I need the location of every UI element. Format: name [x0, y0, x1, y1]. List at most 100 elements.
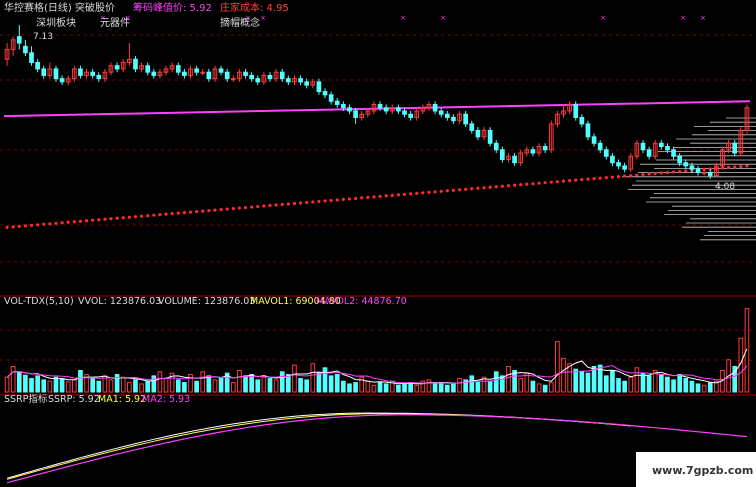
candle: [35, 59, 40, 73]
candle-body: [139, 65, 144, 70]
dealer-cost-dot: [684, 169, 688, 173]
candle: [714, 162, 719, 177]
volume-bar: [744, 308, 750, 393]
dealer-cost-dot: [488, 185, 492, 189]
dealer-cost-dot: [268, 203, 272, 208]
chip-distribution: [622, 117, 756, 241]
candle-body: [555, 113, 560, 125]
candle-body: [603, 149, 609, 157]
candle-body: [212, 68, 218, 80]
vol-indicator-name: VOL-TDX(5,10): [4, 296, 74, 307]
candle: [4, 43, 10, 66]
volume-bar: [481, 376, 487, 393]
ma1-value: MA1: 5.92: [98, 394, 146, 405]
candle: [47, 62, 53, 79]
volume-bar: [707, 382, 713, 393]
grid: [0, 34, 756, 396]
candle-body: [726, 142, 731, 151]
candle-body: [47, 68, 53, 76]
dealer-cost-dot: [629, 173, 633, 178]
candle: [328, 91, 334, 105]
candle: [59, 75, 65, 86]
dealer-cost-dot: [250, 205, 254, 209]
dealer-cost-dot: [623, 174, 627, 178]
signal-marker: ×: [700, 14, 706, 22]
dealer-cost-dot: [54, 221, 58, 225]
candle: [365, 107, 371, 118]
signal-marker: ×: [100, 14, 106, 22]
candle: [481, 127, 487, 141]
signal-marker: ×: [680, 14, 686, 22]
volume-bar: [41, 379, 47, 393]
volume-value: VOLUME: 123876.03: [158, 296, 255, 307]
candle-body: [206, 71, 212, 80]
candle: [683, 159, 689, 170]
volume-bar: [506, 365, 511, 393]
candle: [120, 59, 126, 73]
volume-bar: [512, 369, 517, 393]
dealer-cost-dot: [592, 177, 596, 181]
candle: [493, 140, 499, 153]
candle-body: [383, 107, 389, 112]
candle: [347, 104, 352, 115]
volume-bar: [591, 365, 597, 393]
volume-bar: [78, 369, 83, 393]
dealer-cost-dot: [219, 207, 223, 212]
candle-body: [451, 116, 456, 122]
dealer-cost-dot: [176, 211, 180, 215]
volume-bar: [96, 380, 102, 393]
candle-body: [628, 155, 634, 170]
candle: [261, 72, 267, 86]
volume-bar: [585, 372, 591, 393]
candle: [90, 68, 95, 79]
dealer-cost-dot: [561, 179, 566, 183]
candle-body: [475, 129, 481, 138]
candle-body: [652, 142, 658, 157]
volume-bar: [298, 378, 303, 393]
candle-body: [59, 78, 65, 83]
candle-body: [151, 71, 157, 76]
volume-bar: [652, 369, 658, 393]
volume-bar: [10, 365, 16, 393]
candle-body: [286, 78, 291, 83]
dealer-cost-dot: [201, 209, 205, 213]
volume-bar: [438, 382, 444, 393]
dealer-cost-dot: [555, 180, 559, 184]
volume-bar: [353, 382, 358, 393]
candle-body: [279, 71, 285, 80]
candle: [732, 140, 738, 157]
volume-bar: [365, 380, 371, 393]
tag-components[interactable]: 元器件: [100, 17, 130, 29]
candle-body: [200, 71, 206, 74]
candle: [255, 75, 261, 86]
candle-body: [579, 116, 585, 125]
volume-bar: [139, 383, 144, 393]
low-price-label: 4.08: [715, 182, 735, 192]
candle: [640, 140, 646, 153]
dealer-cost-dot: [512, 183, 517, 187]
candle: [316, 78, 322, 95]
volume-bar: [224, 372, 230, 393]
dealer-cost-dot: [482, 186, 486, 190]
candle-body: [414, 110, 420, 118]
dealer-cost-dot: [433, 190, 437, 194]
dealer-cost-dot: [543, 181, 547, 185]
volume-bar: [536, 383, 542, 393]
tag-shenzhen-board[interactable]: 深圳板块: [36, 16, 76, 29]
candle-body: [683, 162, 689, 167]
candle: [53, 65, 59, 82]
volume-bar: [334, 374, 340, 393]
candle: [463, 110, 468, 128]
volume-bar: [267, 378, 273, 393]
tag-delisting-concept[interactable]: 摘帽概念: [220, 16, 260, 29]
candle: [555, 110, 560, 128]
dealer-cost-dot: [66, 220, 70, 224]
dealer-cost-dot: [243, 205, 248, 210]
candle-body: [249, 74, 254, 80]
volume-bar: [634, 367, 640, 393]
volume-bar: [426, 379, 432, 393]
dealer-cost-dot: [146, 214, 150, 218]
dealer-cost-dot: [616, 174, 621, 179]
candle: [628, 153, 634, 173]
